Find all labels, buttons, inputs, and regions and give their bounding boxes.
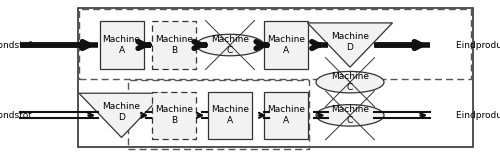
Bar xyxy=(79,9,471,79)
Polygon shape xyxy=(308,23,392,67)
Text: Machine
B: Machine B xyxy=(155,105,193,125)
Bar xyxy=(152,92,196,139)
Bar xyxy=(264,21,308,69)
Text: Eindproduct 2: Eindproduct 2 xyxy=(456,111,500,120)
Text: Grondstof: Grondstof xyxy=(0,41,32,49)
Text: Machine
A: Machine A xyxy=(267,105,305,125)
Bar xyxy=(152,21,196,69)
Text: Grondstof: Grondstof xyxy=(0,111,32,120)
Bar xyxy=(128,80,308,149)
Bar xyxy=(78,8,472,147)
Text: Machine
C: Machine C xyxy=(211,35,249,55)
Text: Machine
A: Machine A xyxy=(267,35,305,55)
Circle shape xyxy=(316,105,384,126)
Text: Machine
D: Machine D xyxy=(102,102,141,122)
Text: Machine
B: Machine B xyxy=(155,35,193,55)
Text: Machine
D: Machine D xyxy=(331,32,369,52)
Text: Eindproduct 1: Eindproduct 1 xyxy=(456,41,500,49)
Bar xyxy=(264,92,308,139)
Polygon shape xyxy=(79,93,164,137)
Text: Machine
C: Machine C xyxy=(331,72,369,92)
Circle shape xyxy=(316,71,384,93)
Circle shape xyxy=(196,34,264,56)
Text: Machine
A: Machine A xyxy=(211,105,249,125)
Bar xyxy=(100,21,144,69)
Text: Machine
C: Machine C xyxy=(331,105,369,125)
Bar xyxy=(208,92,252,139)
Text: Machine
A: Machine A xyxy=(102,35,141,55)
